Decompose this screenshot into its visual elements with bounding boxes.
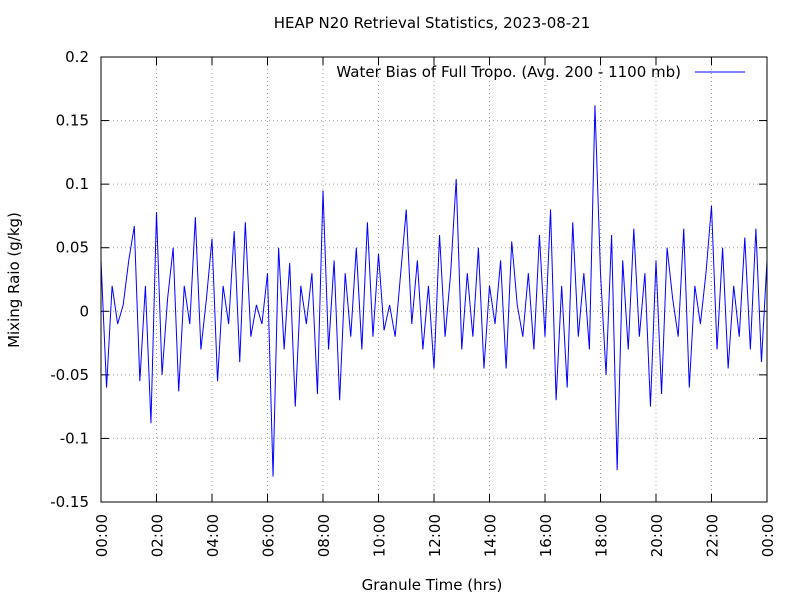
x-tick-label: 16:00 [537,514,555,557]
x-axis-label: Granule Time (hrs) [362,576,503,594]
y-tick-label: 0.2 [65,48,89,66]
y-tick-label: 0.05 [56,239,89,257]
plot-border [100,56,768,503]
y-axis-label: Mixing Raio (g/kg) [5,212,23,348]
y-tick-label: -0.05 [50,366,89,384]
y-tick-label: -0.1 [60,429,89,447]
x-tick-label: 00:00 [93,514,111,557]
y-tick-label: 0.15 [56,112,89,130]
x-tick-label: 08:00 [315,514,333,557]
y-tick-label: -0.15 [50,493,89,511]
x-tick-label: 22:00 [704,514,722,557]
x-tick-label: 18:00 [593,514,611,557]
x-tick-label: 00:00 [759,514,777,557]
x-tick-label: 06:00 [260,514,278,557]
x-tick-label: 12:00 [426,514,444,557]
x-tick-label: 02:00 [149,514,167,557]
x-tick-label: 04:00 [204,514,222,557]
chart-title: HEAP N20 Retrieval Statistics, 2023-08-2… [274,14,591,32]
legend-label: Water Bias of Full Tropo. (Avg. 200 - 11… [336,63,681,81]
data-line [100,105,768,477]
x-tick-label: 14:00 [482,514,500,557]
y-tick-label: 0 [79,302,89,320]
x-tick-label: 10:00 [371,514,389,557]
x-tick-label: 20:00 [648,514,666,557]
y-tick-label: 0.1 [65,175,89,193]
